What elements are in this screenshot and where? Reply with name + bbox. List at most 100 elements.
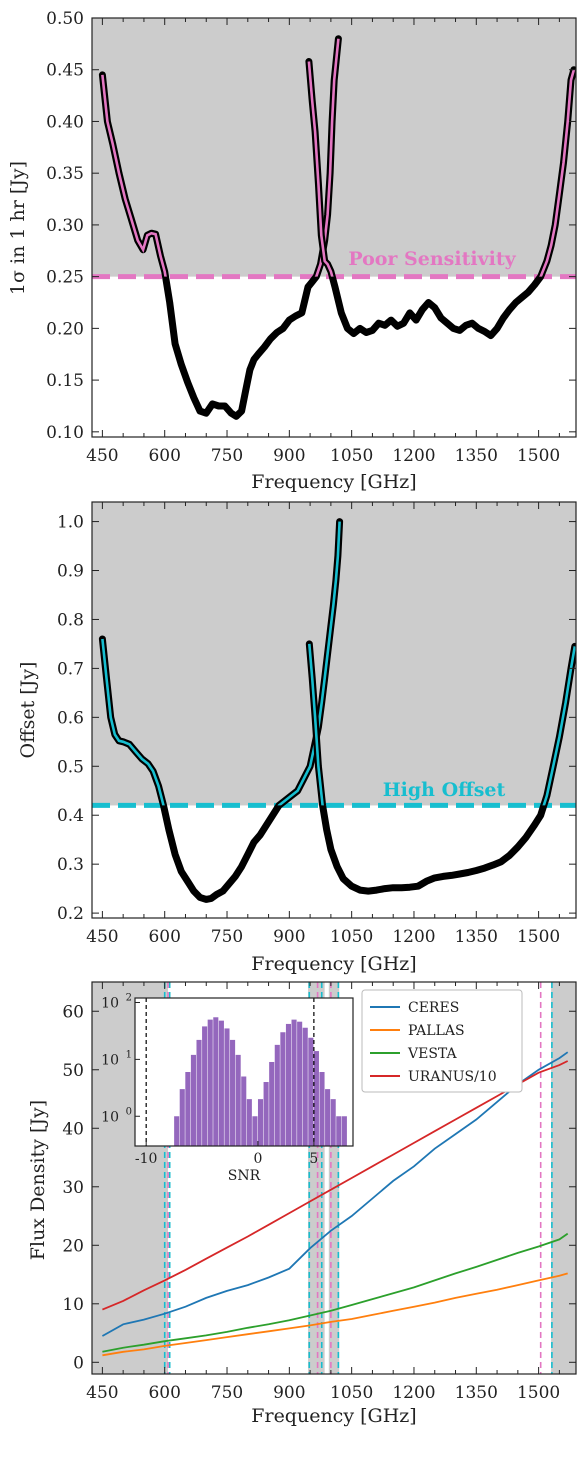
y-tick-label: 0.35 <box>46 164 84 184</box>
y-tick-label: 30 <box>62 1178 84 1198</box>
x-tick-label: 750 <box>211 446 243 466</box>
sensitivity-panel: 450 600 750 900 1050 1200 1350 1500 0.10 0.15 0.2… <box>7 9 577 493</box>
histogram-bar <box>297 1021 303 1146</box>
flux-density-panel: 450 600 750 900 1050 1200 1350 1500 01020304050… <box>27 981 577 1427</box>
x-tick-label: 450 <box>86 927 118 947</box>
series-highlight-0 <box>101 521 341 806</box>
y-tick-label: 0.2 <box>57 904 84 924</box>
y-tick-label: 1.0 <box>57 513 84 533</box>
legend-label: CERES <box>408 1000 459 1016</box>
legend-label: PALLAS <box>408 1023 465 1039</box>
offset-panel: 450 600 750 900 1050 1200 1350 1500 0.2 0.3 0.4 0.… <box>17 501 577 975</box>
x-tick-label: 450 <box>86 1383 118 1403</box>
histogram-bar <box>308 1037 314 1146</box>
inset-y-tick-label: 10 <box>101 1109 119 1125</box>
histogram-bar <box>174 1116 180 1146</box>
series-line-1 <box>305 58 576 340</box>
histogram-bar <box>196 1039 202 1146</box>
y-axis-label: 1σ in 1 hr [Jy] <box>7 161 29 295</box>
y-tick-label: 0.10 <box>46 423 84 443</box>
histogram-bar <box>213 1017 219 1146</box>
y-axis-label: Flux Density [Jy] <box>27 1100 49 1260</box>
histogram-bar <box>190 1054 196 1146</box>
x-axis-label: Frequency [GHz] <box>251 1405 416 1427</box>
y-tick-label: 10 <box>62 1295 84 1315</box>
x-tick-label: 1350 <box>455 446 498 466</box>
legend-label: VESTA <box>407 1046 457 1062</box>
y-tick-label: 60 <box>62 1002 84 1022</box>
series-uranus-10 <box>102 1060 569 1311</box>
series-ceres <box>101 1051 569 1337</box>
x-tick-label: 1500 <box>517 446 560 466</box>
x-tick-label: 900 <box>273 1383 305 1403</box>
inset-x-axis-label: SNR <box>228 1168 261 1184</box>
x-tick-label: 900 <box>273 446 305 466</box>
y-tick-label: 0.45 <box>46 61 84 81</box>
x-tick-label: 600 <box>148 1383 180 1403</box>
y-tick-label: 40 <box>62 1119 84 1139</box>
threshold-label: High Offset <box>383 779 506 801</box>
inset-frame <box>134 997 354 1147</box>
x-tick-label: 750 <box>211 927 243 947</box>
y-tick-label: 0.3 <box>57 855 84 875</box>
histogram-bar <box>325 1089 331 1146</box>
x-axis-label: Frequency [GHz] <box>251 953 416 975</box>
x-tick-label: 1050 <box>330 446 373 466</box>
histogram-bar <box>330 1099 336 1146</box>
histogram-bar <box>252 1116 258 1146</box>
inset-y-tick-exponent: 0 <box>126 1106 132 1117</box>
histogram-bar <box>235 1054 241 1146</box>
histogram-bar <box>202 1026 208 1146</box>
excluded-band <box>328 982 340 1374</box>
histogram-bar <box>257 1099 264 1146</box>
series-pallas <box>102 1272 568 1357</box>
x-tick-label: 1200 <box>392 1383 435 1403</box>
inset-x-tick-label: 0 <box>254 1151 263 1167</box>
histogram-bar <box>341 1116 347 1146</box>
histogram-bar <box>336 1116 342 1146</box>
x-tick-label: 1350 <box>455 1383 498 1403</box>
plot-frame <box>91 17 577 438</box>
histogram-bar <box>207 1019 213 1146</box>
snr-inset: -10 0 5 10 0 10 1 10 2 SNR <box>101 993 354 1184</box>
x-axis-label: Frequency [GHz] <box>251 471 416 493</box>
x-tick-label: 1200 <box>392 446 435 466</box>
threshold-label: Poor Sensitivity <box>348 248 516 270</box>
plot-frame <box>91 981 577 1375</box>
histogram-bar <box>302 1027 308 1146</box>
y-tick-label: 0.15 <box>46 371 84 391</box>
y-axis-label: Offset [Jy] <box>17 662 39 759</box>
y-tick-label: 0.9 <box>57 562 84 582</box>
inset-x-tick-label: 5 <box>309 1151 318 1167</box>
y-tick-label: 0.30 <box>46 216 84 236</box>
y-tick-label: 0.7 <box>57 659 84 679</box>
x-tick-label: 750 <box>211 1383 243 1403</box>
legend: CERES PALLAS VESTA URANUS/10 <box>361 989 523 1093</box>
y-tick-label: 0.25 <box>46 268 84 288</box>
y-tick-label: 0.40 <box>46 112 84 132</box>
histogram-bar <box>185 1072 191 1146</box>
y-tick-label: 0.6 <box>57 708 84 728</box>
histogram-bar <box>319 1072 325 1146</box>
plot-frame <box>91 501 577 919</box>
y-tick-label: 0.20 <box>46 319 84 339</box>
histogram-bar <box>285 1023 292 1146</box>
histogram-bar <box>179 1089 185 1146</box>
histogram-bar <box>246 1099 252 1146</box>
series-line-1 <box>305 640 576 895</box>
x-tick-label: 450 <box>86 446 118 466</box>
y-tick-label: 0.50 <box>46 9 84 29</box>
x-tick-label: 600 <box>148 446 180 466</box>
legend-label: URANUS/10 <box>408 1069 497 1085</box>
inset-y-tick-label: 10 <box>101 996 119 1012</box>
histogram-bar <box>280 1032 286 1146</box>
series-vesta <box>102 1232 569 1353</box>
x-tick-label: 600 <box>148 927 180 947</box>
x-tick-label: 1500 <box>517 1383 560 1403</box>
inset-y-tick-exponent: 2 <box>126 993 132 1004</box>
histogram-bar <box>313 1051 319 1146</box>
histogram-bar <box>218 1020 224 1146</box>
y-tick-label: 0.5 <box>57 757 84 777</box>
x-tick-label: 900 <box>273 927 305 947</box>
